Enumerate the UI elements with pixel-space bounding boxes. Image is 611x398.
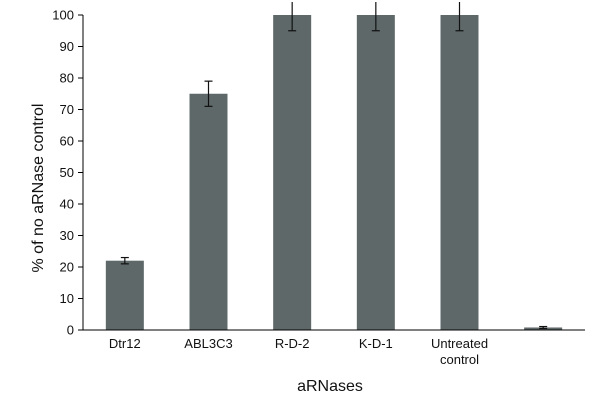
x-tick-label: Untreated [431,336,488,351]
y-tick-label: 10 [60,291,74,306]
y-tick-label: 40 [60,197,74,212]
y-tick-label: 90 [60,39,74,54]
error-bar [120,256,129,265]
bar [273,15,312,330]
error-bar [204,80,213,107]
bars [105,2,563,330]
x-tick-label: ABL3C3 [184,336,232,351]
x-tick-label: K-D-1 [359,336,393,351]
x-tick-label: Dtr12 [109,336,141,351]
y-axis: 0 10 20 30 40 50 60 70 80 90 100 [52,8,84,338]
bar [105,260,144,330]
error-bar [288,2,297,32]
y-tick-label: 100 [52,8,74,23]
error-bar [539,325,548,330]
x-tick-label: R-D-2 [275,336,310,351]
y-tick-label: 60 [60,134,74,149]
error-bar [455,2,464,32]
y-axis-title: % of no aRNase control [30,104,47,273]
bar [189,93,228,330]
x-tick-label: control [440,352,479,367]
y-tick-label: 30 [60,228,74,243]
y-tick-label: 70 [60,102,74,117]
bar [356,15,395,330]
error-bar [371,2,380,32]
y-tick-label: 0 [67,323,74,338]
y-tick-label: 50 [60,165,74,180]
y-tick-label: 80 [60,71,74,86]
y-tick-label: 20 [60,260,74,275]
bar [440,15,479,330]
x-axis-title: aRNases [297,378,363,395]
